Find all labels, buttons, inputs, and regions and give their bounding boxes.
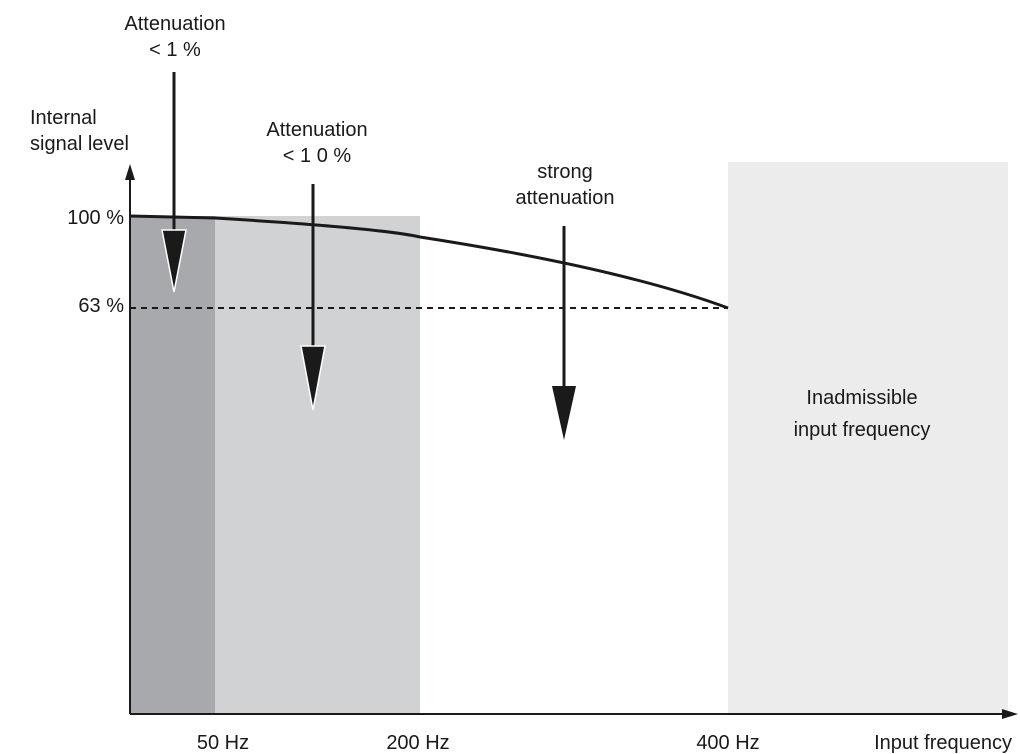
response-curve bbox=[129, 214, 729, 310]
inadmissible-line2: input frequency bbox=[794, 419, 931, 441]
x-tick-400: 400 Hz bbox=[696, 732, 759, 754]
band-below-50hz bbox=[130, 216, 215, 714]
att3-line1: strong bbox=[537, 161, 593, 183]
y-tick-100: 100 % bbox=[67, 207, 124, 229]
y-axis-label-line2: signal level bbox=[30, 133, 129, 155]
y-axis-label-line1: Internal bbox=[30, 107, 97, 129]
x-tick-200: 200 Hz bbox=[386, 732, 449, 754]
band-50-200hz bbox=[215, 216, 420, 714]
band-inadmissible bbox=[728, 162, 1008, 714]
inadmissible-line1: Inadmissible bbox=[806, 387, 917, 409]
att2-line1: Attenuation bbox=[266, 119, 367, 141]
y-axis-arrowhead bbox=[125, 164, 135, 180]
att1-line1: Attenuation bbox=[124, 13, 225, 35]
att3-line2: attenuation bbox=[516, 187, 615, 209]
x-axis-arrowhead bbox=[1002, 709, 1018, 719]
arrow-strong-attenuation bbox=[552, 226, 576, 440]
arrow-attenuation-1 bbox=[161, 72, 187, 293]
x-tick-50: 50 Hz bbox=[197, 732, 249, 754]
att2-line2: < 1 0 % bbox=[283, 145, 352, 167]
x-axis-label: Input frequency bbox=[874, 732, 1012, 754]
arrow-attenuation-2 bbox=[300, 184, 326, 411]
att1-line2: < 1 % bbox=[149, 39, 201, 61]
y-tick-63: 63 % bbox=[78, 295, 124, 317]
